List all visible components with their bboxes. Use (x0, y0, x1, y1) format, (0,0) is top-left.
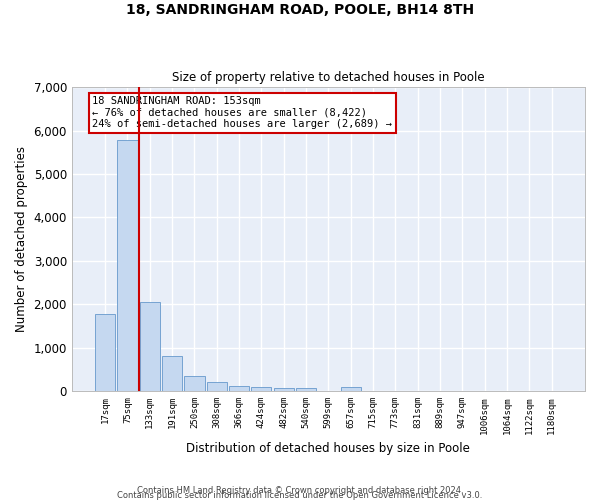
Bar (274, 388, 294, 391)
Bar (95, 314, 115, 391)
Title: Size of property relative to detached houses in Poole: Size of property relative to detached ho… (172, 72, 485, 85)
Bar (229, 386, 249, 391)
Y-axis label: Number of detached properties: Number of detached properties (15, 146, 28, 332)
Bar (184, 376, 205, 391)
Text: Contains public sector information licensed under the Open Government Licence v3: Contains public sector information licen… (118, 490, 482, 500)
X-axis label: Distribution of detached houses by size in Poole: Distribution of detached houses by size … (187, 442, 470, 455)
Text: 18, SANDRINGHAM ROAD, POOLE, BH14 8TH: 18, SANDRINGHAM ROAD, POOLE, BH14 8TH (126, 2, 474, 16)
Bar (140, 302, 160, 391)
Text: 18 SANDRINGHAM ROAD: 153sqm
← 76% of detached houses are smaller (8,422)
24% of : 18 SANDRINGHAM ROAD: 153sqm ← 76% of det… (92, 96, 392, 130)
Bar (162, 356, 182, 391)
Bar (207, 382, 227, 391)
Bar (296, 388, 316, 391)
Bar (118, 140, 137, 391)
Bar (341, 387, 361, 391)
Text: Contains HM Land Registry data © Crown copyright and database right 2024.: Contains HM Land Registry data © Crown c… (137, 486, 463, 495)
Bar (251, 387, 271, 391)
